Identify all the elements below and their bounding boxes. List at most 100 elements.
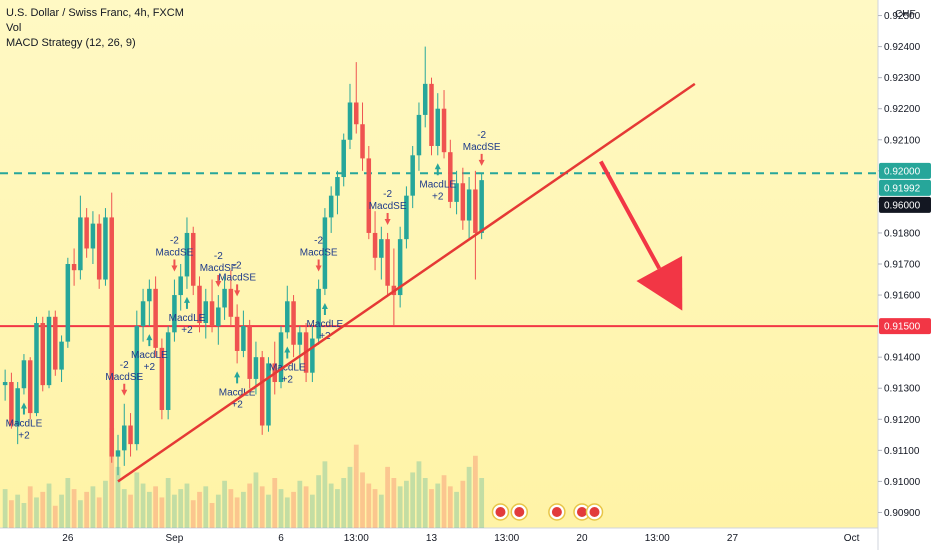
volume-bar [34, 497, 39, 528]
price-tag-label: 0.96000 [884, 200, 921, 211]
signal-qty: -2 [477, 130, 486, 141]
x-tick-label: 13:00 [645, 533, 670, 544]
volume-label[interactable]: Vol [6, 22, 22, 34]
candle-body [473, 189, 478, 233]
chart-legend: U.S. Dollar / Swiss Franc, 4h, FXCM Vol … [6, 6, 184, 51]
currency-label: CHF [895, 9, 916, 20]
candle-body [441, 108, 447, 153]
candle-body [228, 288, 234, 317]
candle-body [53, 316, 58, 370]
candle-body [197, 285, 202, 324]
volume-bar [172, 494, 177, 528]
candle-body [128, 425, 133, 445]
volume-bar [272, 478, 278, 528]
volume-bar [378, 494, 384, 528]
candle-body [96, 223, 102, 280]
candle-body [285, 301, 290, 333]
candle-body [379, 239, 384, 258]
candle-body [372, 232, 378, 258]
volume-bar [328, 483, 334, 528]
event-flag-core [576, 507, 587, 517]
signal-label: MacdSE [156, 248, 194, 259]
volume-bar [397, 486, 403, 528]
signal-label: MacdLE [219, 387, 256, 398]
volume-bar [9, 500, 14, 528]
volume-bar [46, 483, 52, 528]
signal-qty: +2 [432, 191, 444, 202]
x-tick-label: 13:00 [344, 533, 369, 544]
candle-body [429, 83, 434, 146]
candle-body [34, 323, 39, 414]
candle-body [216, 307, 221, 327]
candle-body [190, 232, 196, 286]
strategy-label[interactable]: MACD Strategy (12, 26, 9) [6, 37, 136, 49]
price-tag-bg [879, 196, 931, 213]
volume-bar [71, 489, 77, 528]
volume-bar [27, 486, 33, 528]
price-tag-label: 0.92000 [884, 166, 921, 177]
signal-label: MacdLE [6, 418, 43, 429]
volume-bar [479, 478, 485, 528]
volume-bar [209, 503, 215, 528]
forecast-arrow-head [636, 255, 683, 311]
x-tick-label: 6 [278, 533, 284, 544]
candle-body [422, 83, 428, 115]
volume-bar [234, 497, 240, 528]
signal-label: MacdSE [218, 272, 256, 283]
volume-bar [77, 500, 83, 528]
candle-body [9, 382, 14, 426]
candle-body [65, 264, 71, 342]
volume-bar [159, 497, 165, 528]
signal-qty: -2 [214, 251, 223, 262]
candle-body [27, 360, 33, 414]
volume-bar [197, 491, 202, 528]
candle-body [291, 301, 296, 345]
candle-body [360, 124, 365, 159]
volume-bar [404, 480, 409, 528]
volume-bar [103, 480, 108, 528]
candle-body [46, 316, 52, 386]
signal-marker: MacdLE+2 [219, 371, 256, 410]
candle-body [259, 357, 265, 426]
candle-body [153, 288, 158, 348]
candle-body [172, 295, 177, 333]
volume-bar [253, 472, 259, 528]
candle-body [21, 360, 27, 389]
volume-bar [228, 489, 234, 528]
candle-body [71, 264, 77, 271]
candle-body [222, 288, 227, 308]
volume-bar [460, 480, 466, 528]
volume-bar [303, 486, 309, 528]
signal-label: MacdSE [105, 372, 143, 383]
candle-body [140, 301, 146, 327]
signal-qty: -2 [314, 236, 323, 247]
candle-body [448, 152, 453, 202]
volume-bar [215, 494, 221, 528]
event-flag-icon [491, 503, 510, 521]
volume-bar [84, 491, 90, 528]
volume-bar [96, 497, 102, 528]
event-flag-core [589, 507, 600, 517]
volume-bar [316, 475, 322, 528]
signal-label: MacdLE [131, 350, 168, 361]
candle-body [90, 223, 96, 249]
y-tick-label: 0.92400 [884, 42, 921, 53]
volume-bar [165, 478, 171, 528]
signal-arrow-up-icon [234, 371, 241, 384]
volume-bar [335, 489, 340, 528]
signal-marker: MacdLE+2 [169, 296, 206, 336]
volume-bar [52, 505, 58, 528]
signal-arrow-down-icon [171, 259, 178, 272]
volume-bar [222, 480, 227, 528]
candle-body [241, 326, 246, 351]
signal-marker: MacdLE+2 [131, 334, 168, 373]
symbol-title[interactable]: U.S. Dollar / Swiss Franc, 4h, FXCM [6, 7, 184, 19]
candle-body [184, 232, 190, 277]
volume-bar [416, 461, 422, 528]
signal-arrow-up-icon [20, 402, 27, 415]
candle-body [147, 288, 152, 302]
